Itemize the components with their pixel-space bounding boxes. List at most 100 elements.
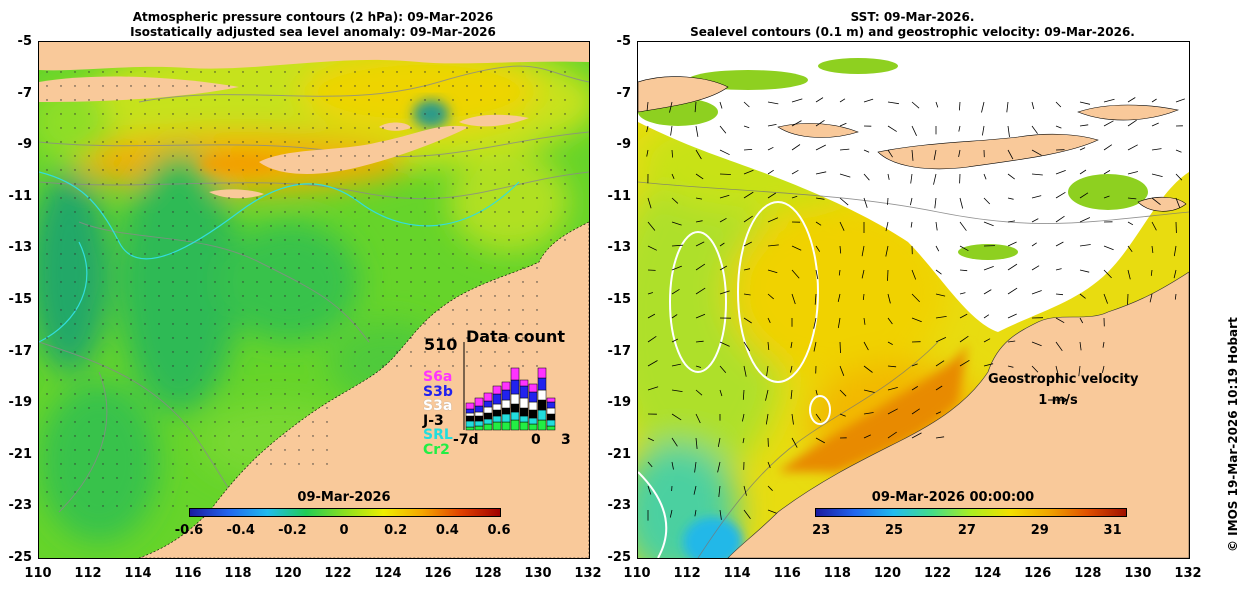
sla-stipple-dot [326, 197, 328, 199]
sla-stipple-dot [116, 239, 118, 241]
velocity-vector [935, 293, 946, 297]
sla-stipple-dot [326, 295, 328, 297]
data-count-bar [510, 379, 520, 395]
sla-stipple-dot [312, 379, 314, 381]
sla-stipple-dot [522, 155, 524, 157]
sla-stipple-dot [522, 225, 524, 227]
velocity-vector [1055, 101, 1062, 108]
velocity-vector [671, 314, 678, 319]
velocity-vector [863, 317, 866, 325]
sla-stipple-dot [326, 253, 328, 255]
sla-stipple-dot [46, 323, 48, 325]
sla-stipple-dot [298, 71, 300, 73]
sla-stipple-dot [480, 225, 482, 227]
velocity-vector [887, 408, 898, 415]
sla-stipple-dot [158, 379, 160, 381]
velocity-vector [885, 221, 889, 232]
sla-stipple-dot [564, 127, 566, 129]
sla-stipple-dot [60, 477, 62, 479]
x-tick-label: 124 [974, 566, 1002, 581]
sla-stipple-dot [270, 85, 272, 87]
velocity-vector [1031, 290, 1042, 295]
sla-stipple-dot [214, 295, 216, 297]
velocity-vector [1031, 101, 1035, 110]
data-count-x-label: -7d [453, 432, 479, 448]
velocity-vector [887, 197, 889, 205]
data-count-bar [483, 418, 493, 425]
velocity-vector [1007, 313, 1017, 319]
sla-stipple-dot [172, 183, 174, 185]
sla-stipple-dot [480, 183, 482, 185]
sla-stipple-dot [284, 127, 286, 129]
velocity-legend-label: Geostrophic velocity [988, 372, 1139, 387]
sla-stipple-dot [102, 267, 104, 269]
sla-stipple-dot [74, 239, 76, 241]
sla-stipple-dot [200, 197, 202, 199]
sst-colorbar-ramp [815, 508, 1127, 517]
sla-stipple-dot [424, 365, 426, 367]
sla-stipple-dot [144, 141, 146, 143]
sla-stipple-dot [480, 113, 482, 115]
data-count-bar [537, 389, 547, 401]
sla-stipple-dot [186, 253, 188, 255]
velocity-vector [647, 245, 657, 251]
sla-stipple-dot [200, 463, 202, 465]
velocity-vector [767, 461, 771, 468]
sla-stipple-dot [102, 393, 104, 395]
sla-stipple-dot [270, 99, 272, 101]
sla-stipple-dot [410, 225, 412, 227]
sla-stipple-dot [172, 477, 174, 479]
sla-stipple-dot [536, 281, 538, 283]
data-count-mission-label: J-3 [423, 412, 444, 429]
sla-stipple-dot [228, 113, 230, 115]
sla-stipple-dot [144, 365, 146, 367]
velocity-vector [671, 461, 674, 470]
velocity-vector [790, 389, 793, 400]
sla-stipple-dot [88, 505, 90, 507]
sla-stipple-dot [88, 449, 90, 451]
velocity-vector [1055, 170, 1066, 175]
velocity-vector [671, 173, 675, 179]
sla-stipple-dot [242, 309, 244, 311]
sla-stipple-dot [242, 211, 244, 213]
sla-stipple-dot [508, 267, 510, 269]
sla-stipple-dot [564, 155, 566, 157]
sla-stipple-dot [200, 309, 202, 311]
velocity-vector [910, 197, 913, 206]
sla-stipple-dot [242, 183, 244, 185]
sla-stipple-dot [46, 309, 48, 311]
sla-stipple-dot [130, 127, 132, 129]
data-count-bar [510, 411, 520, 421]
sla-stipple-dot [550, 169, 552, 171]
sla-stipple-dot [536, 267, 538, 269]
velocity-vector [1007, 220, 1016, 223]
velocity-vector [983, 289, 992, 295]
velocity-vector [1127, 269, 1131, 280]
sla-stipple-dot [522, 295, 524, 297]
sla-stipple-dot [200, 449, 202, 451]
sla-stipple-dot [214, 449, 216, 451]
sla-stipple-dot [200, 393, 202, 395]
sla-stipple-dot [116, 379, 118, 381]
sla-stipple-dot [536, 337, 538, 339]
sla-stipple-dot [172, 435, 174, 437]
sla-stipple-dot [508, 295, 510, 297]
sla-stipple-dot [158, 477, 160, 479]
sla-stipple-dot [102, 155, 104, 157]
left-map[interactable]: 09-Mar-2026 -0.6 -0.4 -0.2 0 0.2 0.4 0.6 Data … [38, 41, 590, 559]
velocity-vector [646, 101, 649, 111]
sla-stipple-dot [214, 239, 216, 241]
y-tick-label: -9 [616, 137, 631, 153]
sla-stipple-dot [312, 323, 314, 325]
sla-stipple-dot [396, 183, 398, 185]
data-count-bar [528, 409, 538, 419]
sla-stipple-dot [424, 113, 426, 115]
sla-stipple-dot [74, 421, 76, 423]
data-count-bar [501, 389, 511, 401]
x-tick-label: 110 [623, 566, 651, 581]
right-map[interactable]: Geostrophic velocity 1 m/s 09-Mar-2026 0… [637, 41, 1190, 559]
sla-stipple-dot [284, 113, 286, 115]
sla-stipple-dot [396, 211, 398, 213]
sla-stipple-dot [466, 267, 468, 269]
velocity-vector [767, 146, 774, 151]
